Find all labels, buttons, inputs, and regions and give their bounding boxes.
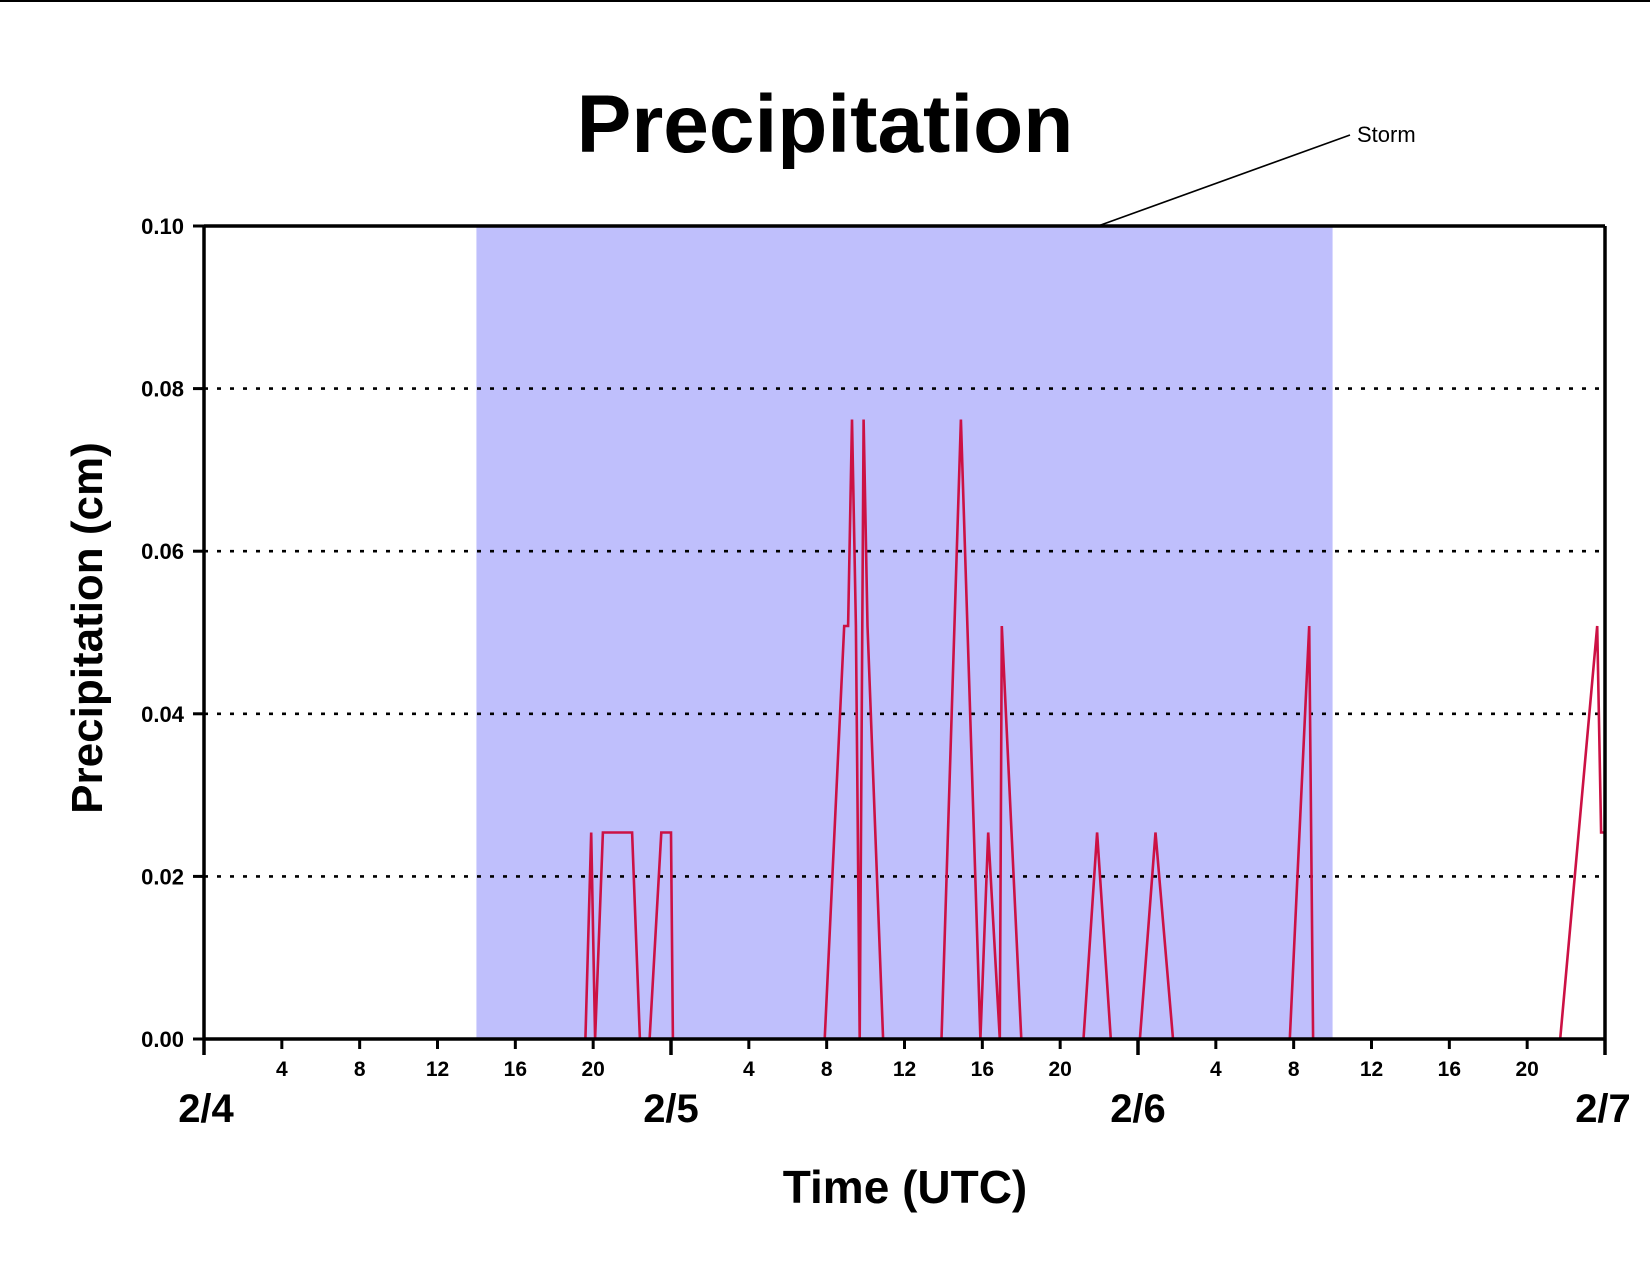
x-hour-tick-label: 20 bbox=[1515, 1058, 1538, 1081]
y-axis-label: Precipitation (cm) bbox=[63, 442, 112, 814]
y-axis: 0.00 0.02 0.04 0.06 0.08 0.10 bbox=[141, 214, 204, 1052]
x-hour-tick-label: 20 bbox=[581, 1058, 604, 1081]
storm-period-band bbox=[476, 226, 1333, 1039]
x-day-tick-label: 2/7 bbox=[1575, 1087, 1631, 1131]
x-hour-tick-label: 4 bbox=[1210, 1058, 1222, 1081]
x-hour-tick-label: 16 bbox=[1438, 1058, 1461, 1081]
y-tick-label: 0.02 bbox=[141, 864, 184, 889]
x-day-tick-label: 2/6 bbox=[1110, 1087, 1166, 1131]
y-tick-label: 0.06 bbox=[141, 539, 184, 564]
x-hour-tick-label: 4 bbox=[743, 1058, 755, 1081]
x-hour-tick-label: 12 bbox=[426, 1058, 449, 1081]
x-hour-tick-label: 12 bbox=[893, 1058, 916, 1081]
x-day-tick-label: 2/4 bbox=[178, 1087, 234, 1131]
x-hour-tick-label: 8 bbox=[1288, 1058, 1300, 1081]
x-hour-tick-label: 4 bbox=[276, 1058, 288, 1081]
x-hour-tick-label: 16 bbox=[971, 1058, 994, 1081]
x-hour-tick-label: 8 bbox=[354, 1058, 366, 1081]
storm-shading bbox=[476, 226, 1333, 1039]
x-axis: 4 8 12 16 20 4 8 12 16 20 4 8 12 16 20 2/4 2/5 2/6 2/7 bbox=[178, 1039, 1631, 1131]
x-hour-tick-label: 16 bbox=[504, 1058, 527, 1081]
x-hour-tick-label: 20 bbox=[1048, 1058, 1071, 1081]
storm-annotation-label: Storm bbox=[1357, 122, 1416, 147]
storm-annotation-leader bbox=[1097, 134, 1351, 227]
y-tick-label: 0.08 bbox=[141, 377, 184, 402]
x-hour-tick-label: 12 bbox=[1360, 1058, 1383, 1081]
y-tick-label: 0.04 bbox=[141, 702, 185, 727]
y-tick-label: 0.10 bbox=[141, 214, 184, 239]
x-day-tick-label: 2/5 bbox=[643, 1087, 699, 1131]
chart-title: Precipitation bbox=[577, 79, 1074, 170]
y-tick-label: 0.00 bbox=[141, 1027, 184, 1052]
x-hour-tick-label: 8 bbox=[821, 1058, 833, 1081]
x-axis-label: Time (UTC) bbox=[783, 1161, 1028, 1213]
